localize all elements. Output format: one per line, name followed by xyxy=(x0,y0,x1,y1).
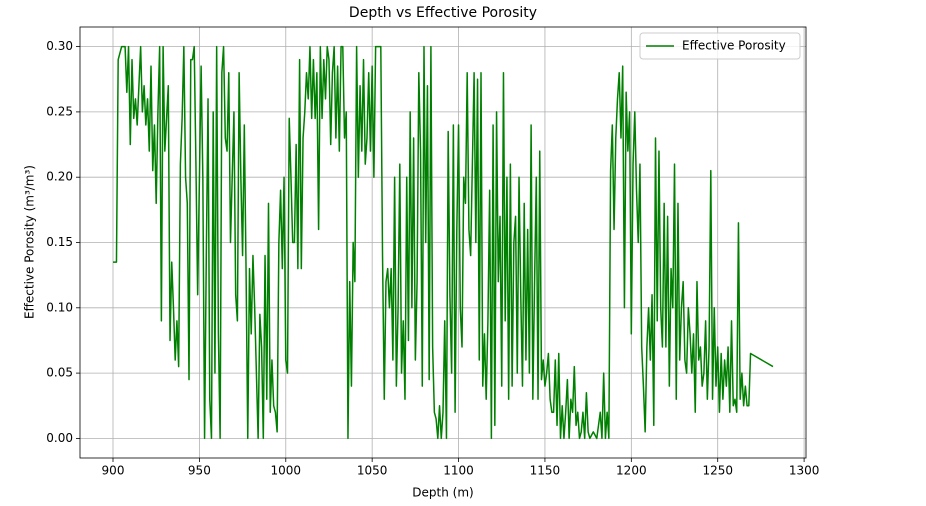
y-tick-label: 0.30 xyxy=(46,39,73,53)
plot-area xyxy=(113,45,774,440)
x-axis-label: Depth (m) xyxy=(412,486,473,500)
x-tick-label: 1150 xyxy=(530,464,561,478)
x-tick-label: 1200 xyxy=(616,464,647,478)
chart-title: Depth vs Effective Porosity xyxy=(349,5,537,21)
grid: 900 950 1000 1050 1100 1150 1200 1250 1300 0.00 0.… xyxy=(46,27,819,478)
y-tick-label: 0.05 xyxy=(46,366,73,380)
legend-label: Effective Porosity xyxy=(682,39,786,53)
x-tick-label: 1050 xyxy=(357,464,388,478)
x-tick-label: 1100 xyxy=(443,464,474,478)
x-tick-label: 900 xyxy=(102,464,125,478)
y-tick-label: 0.00 xyxy=(46,431,73,445)
y-tick-label: 0.25 xyxy=(46,104,73,118)
x-tick-label: 1250 xyxy=(702,464,733,478)
data-line xyxy=(113,45,774,440)
axes-frame xyxy=(79,26,807,459)
y-tick-label: 0.10 xyxy=(46,300,73,314)
y-tick-label: 0.20 xyxy=(46,170,73,184)
y-axis-label: Effective Porosity (m³/m³) xyxy=(23,165,37,319)
x-tick-label: 950 xyxy=(188,464,211,478)
x-tick-label: 1300 xyxy=(789,464,820,478)
legend-box xyxy=(639,32,801,60)
legend: Effective Porosity xyxy=(639,32,801,60)
y-tick-label: 0.15 xyxy=(46,235,73,249)
x-tick-label: 1000 xyxy=(271,464,302,478)
